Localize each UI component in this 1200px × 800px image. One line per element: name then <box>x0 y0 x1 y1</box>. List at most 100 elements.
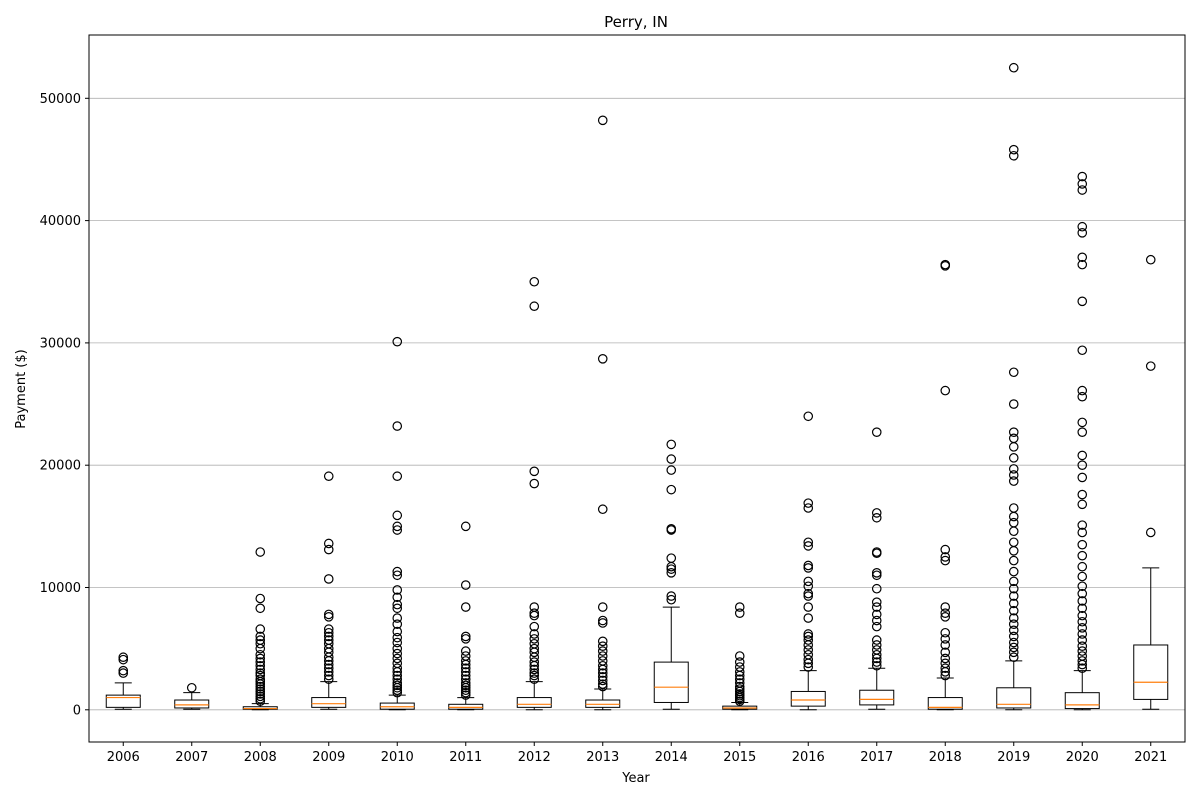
chart-title: Perry, IN <box>604 13 668 31</box>
outlier-point <box>803 581 814 592</box>
outlier-point <box>255 689 266 699</box>
outlier-point <box>460 656 471 666</box>
outlier-point <box>392 653 403 664</box>
outlier-point <box>1077 629 1088 639</box>
outlier-point <box>666 465 677 475</box>
outlier-point <box>118 652 129 663</box>
outlier-point <box>597 615 608 626</box>
outlier-point <box>392 648 403 659</box>
outlier-point <box>1077 539 1088 550</box>
outlier-point <box>1077 641 1088 652</box>
outlier-point <box>529 466 540 477</box>
outlier-point <box>392 643 403 654</box>
outlier-point <box>255 674 266 685</box>
y-tick-label: 40000 <box>40 214 81 229</box>
outlier-point <box>1008 511 1019 522</box>
outlier-point <box>255 681 266 692</box>
box-2013 <box>585 115 621 711</box>
outlier-point <box>940 555 951 566</box>
outlier-point <box>666 439 677 450</box>
outlier-point <box>803 503 814 513</box>
outlier-point <box>803 563 814 573</box>
outlier-point <box>940 612 951 622</box>
outlier-point <box>1008 453 1019 463</box>
outlier-point <box>118 654 129 665</box>
box-2016 <box>790 411 826 711</box>
outlier-point <box>940 670 951 681</box>
outlier-point <box>529 301 540 312</box>
outlier-point <box>392 685 403 696</box>
outlier-point <box>871 508 882 518</box>
outlier-point <box>255 631 266 642</box>
box-2014 <box>653 439 689 710</box>
outlier-point <box>255 696 266 707</box>
outlier-point <box>323 667 334 677</box>
outlier-point <box>940 663 951 674</box>
outlier-point <box>597 681 608 692</box>
outlier-point <box>1145 254 1156 265</box>
outlier-point <box>255 660 266 671</box>
outlier-point <box>323 635 334 645</box>
outlier-point <box>597 353 608 364</box>
outlier-point <box>1008 517 1019 528</box>
outlier-point <box>529 670 540 681</box>
outlier-point <box>597 115 608 126</box>
outlier-point <box>255 547 266 557</box>
outlier-point <box>460 674 471 685</box>
box-2015 <box>722 602 758 711</box>
outlier-point <box>1008 144 1019 155</box>
box-2010 <box>379 336 415 711</box>
outlier-point <box>1077 427 1088 437</box>
outlier-point <box>734 657 745 667</box>
outlier-point <box>1008 625 1019 636</box>
outlier-point <box>529 664 540 675</box>
outlier-point <box>1077 603 1088 614</box>
outlier-point <box>734 651 745 661</box>
outlier-point <box>803 613 814 623</box>
outlier-point <box>392 599 403 610</box>
x-tick-label: 2021 <box>1134 750 1167 765</box>
outlier-point <box>1077 571 1088 582</box>
iqr-box <box>105 694 141 708</box>
outlier-point <box>871 657 882 667</box>
box-2006 <box>105 652 141 710</box>
outlier-point <box>1077 252 1088 263</box>
outlier-point <box>529 674 540 685</box>
outlier-point <box>1077 588 1088 599</box>
outlier-point <box>803 498 814 508</box>
outlier-point <box>597 656 608 666</box>
outlier-point <box>871 635 882 645</box>
outlier-point <box>871 645 882 655</box>
outlier-point <box>1077 646 1088 656</box>
outlier-point <box>1008 399 1019 409</box>
outlier-point <box>529 643 540 654</box>
box-2017 <box>859 427 895 710</box>
outlier-point <box>1077 221 1088 232</box>
outlier-point <box>1008 583 1019 594</box>
outlier-point <box>597 679 608 689</box>
x-tick-label: 2019 <box>997 750 1030 765</box>
y-tick-label: 30000 <box>40 336 81 351</box>
outlier-point <box>529 657 540 667</box>
outlier-point <box>1077 581 1088 592</box>
outlier-point <box>1008 576 1019 587</box>
outlier-point <box>392 421 403 431</box>
outlier-point <box>871 649 882 660</box>
outlier-point <box>666 553 677 563</box>
iqr-box <box>790 690 826 707</box>
outlier-point <box>940 634 951 644</box>
outlier-point <box>597 675 608 686</box>
outlier-point <box>940 647 951 658</box>
iqr-box <box>242 706 278 710</box>
outlier-point <box>1008 642 1019 653</box>
outlier-point <box>803 645 814 655</box>
outlier-point <box>392 678 403 688</box>
outlier-point <box>1077 385 1088 396</box>
outlier-point <box>1077 499 1088 510</box>
outlier-point <box>734 681 745 692</box>
outlier-point <box>392 680 403 691</box>
outlier-point <box>666 594 677 605</box>
outlier-point <box>460 667 471 677</box>
x-tick-label: 2008 <box>244 750 277 765</box>
outlier-point <box>666 523 677 534</box>
